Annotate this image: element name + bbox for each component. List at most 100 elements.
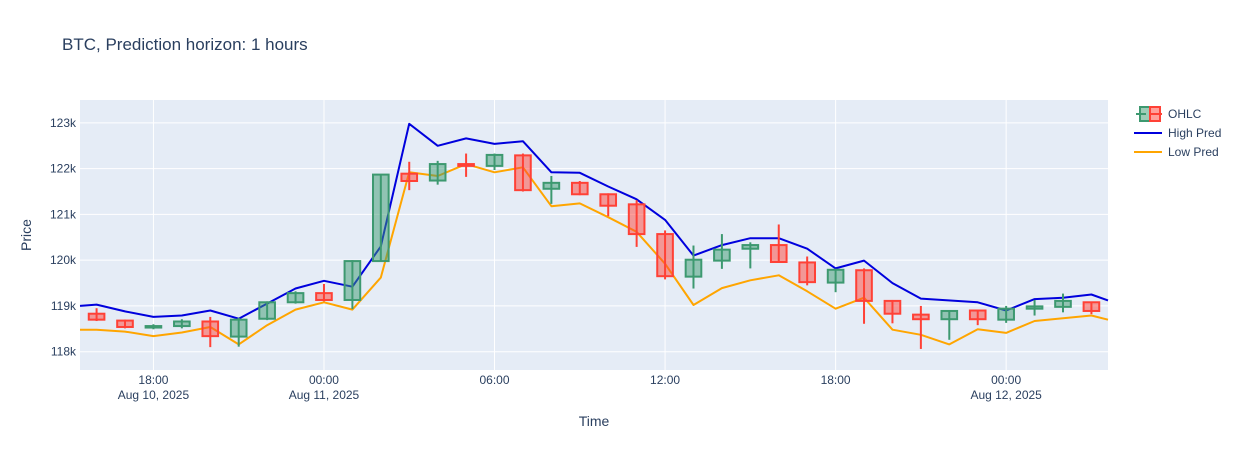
candle-decreasing [87, 308, 106, 322]
candle-increasing [741, 242, 760, 269]
candle-body [372, 173, 390, 263]
candle-body [684, 258, 703, 278]
candle-body [1025, 305, 1044, 310]
legend-label-ohlc: OHLC [1168, 107, 1202, 121]
candle-increasing [940, 309, 959, 340]
candle-body [286, 292, 305, 304]
candle-decreasing [116, 319, 134, 329]
candle-decreasing [798, 256, 816, 286]
x-tick-label: 18:00 [138, 373, 168, 387]
x-tick-label: 00:00 [309, 373, 339, 387]
candle-decreasing [201, 316, 220, 348]
y-axis: 118k 119k 120k 121k 122k 123k [50, 116, 77, 359]
candle-increasing [997, 305, 1015, 323]
candle-body [599, 193, 618, 207]
candle-decreasing [769, 224, 788, 263]
candle-increasing [826, 268, 845, 293]
y-tick-label: 118k [51, 345, 77, 359]
candle-body [912, 313, 930, 321]
candlesticks[interactable] [87, 153, 1101, 349]
candle-body [826, 268, 845, 284]
candle-decreasing [627, 200, 646, 247]
candle-body [940, 309, 959, 321]
candle-body [428, 163, 447, 182]
legend-label-high-pred: High Pred [1168, 126, 1221, 140]
candle-increasing [229, 317, 248, 347]
candle-increasing [258, 301, 276, 321]
candle-body [769, 244, 788, 263]
legend-item-high-pred[interactable]: High Pred [1134, 126, 1221, 140]
candle-increasing [485, 153, 504, 171]
legend-item-low-pred[interactable]: Low Pred [1134, 145, 1219, 159]
candle-body [229, 318, 248, 338]
candle-increasing [428, 160, 447, 185]
candle-body [542, 181, 561, 190]
candle-decreasing [968, 309, 987, 326]
x-tick-sublabel: Aug 12, 2025 [970, 388, 1042, 402]
candle-decreasing [315, 283, 333, 302]
candle-increasing [144, 324, 163, 330]
candle-body [627, 203, 646, 236]
x-tick-label: 12:00 [650, 373, 680, 387]
candle-body [997, 307, 1015, 321]
chart-title: BTC, Prediction horizon: 1 hours [62, 35, 308, 54]
candle-decreasing [656, 230, 674, 280]
candle-body [87, 312, 106, 321]
candle-body [173, 320, 191, 328]
candle-decreasing [457, 153, 475, 177]
x-tick-label: 00:00 [991, 373, 1021, 387]
candle-body [457, 163, 475, 167]
y-tick-label: 123k [50, 116, 77, 130]
y-tick-label: 121k [50, 207, 77, 221]
candle-increasing [173, 319, 191, 329]
candle-body [343, 260, 362, 301]
candle-decreasing [883, 299, 902, 324]
candle-increasing [684, 245, 703, 289]
candle-body [116, 319, 134, 328]
candle-body [400, 172, 419, 182]
candle-decreasing [855, 268, 873, 324]
candle-body [968, 309, 987, 321]
legend-ohlc-swatch-decreasing [1149, 106, 1161, 122]
candle-increasing [542, 175, 561, 204]
legend[interactable]: OHLC High Pred Low Pred [1134, 106, 1221, 159]
candle-decreasing [912, 305, 930, 349]
candle-body [855, 269, 873, 302]
candle-body [883, 299, 902, 315]
plot-area[interactable] [80, 100, 1108, 370]
candle-body [201, 320, 220, 338]
candle-increasing [1054, 293, 1072, 313]
candle-body [514, 154, 532, 192]
y-tick-label: 119k [51, 299, 77, 313]
candle-body [258, 301, 276, 320]
candle-body [485, 153, 504, 167]
candle-body [315, 292, 333, 301]
legend-item-ohlc[interactable]: OHLC [1136, 106, 1202, 122]
candle-body [741, 244, 760, 250]
y-axis-title: Price [18, 219, 34, 251]
x-tick-label: 18:00 [821, 373, 851, 387]
x-tick-label: 06:00 [480, 373, 510, 387]
candle-body [1082, 301, 1101, 312]
candle-body [798, 261, 816, 284]
candle-increasing [343, 260, 362, 310]
legend-label-low-pred: Low Pred [1168, 145, 1219, 159]
y-tick-label: 120k [50, 253, 77, 267]
candle-increasing [286, 291, 305, 304]
candle-decreasing [599, 193, 618, 217]
candle-increasing [1025, 299, 1044, 316]
x-tick-sublabel: Aug 11, 2025 [289, 388, 360, 402]
candle-increasing [713, 234, 731, 269]
candle-decreasing [1082, 301, 1101, 315]
candle-body [713, 248, 731, 262]
candle-body [656, 233, 674, 278]
candle-body [144, 325, 163, 329]
candle-increasing [372, 173, 390, 263]
candle-decreasing [514, 153, 532, 192]
y-tick-label: 122k [50, 162, 77, 176]
candle-decreasing [570, 181, 589, 196]
candle-body [1054, 299, 1072, 308]
